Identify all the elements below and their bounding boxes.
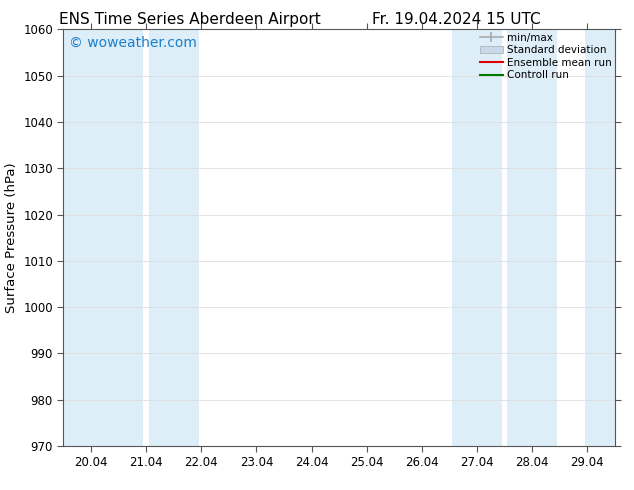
Bar: [63, 29, 143, 446]
Bar: [149, 29, 198, 446]
Text: Fr. 19.04.2024 15 UTC: Fr. 19.04.2024 15 UTC: [372, 12, 541, 27]
Bar: [585, 29, 615, 446]
Text: © woweather.com: © woweather.com: [69, 36, 197, 49]
Bar: [452, 29, 502, 446]
Bar: [507, 29, 557, 446]
Y-axis label: Surface Pressure (hPa): Surface Pressure (hPa): [4, 162, 18, 313]
Text: ENS Time Series Aberdeen Airport: ENS Time Series Aberdeen Airport: [60, 12, 321, 27]
Legend: min/max, Standard deviation, Ensemble mean run, Controll run: min/max, Standard deviation, Ensemble me…: [480, 32, 612, 80]
